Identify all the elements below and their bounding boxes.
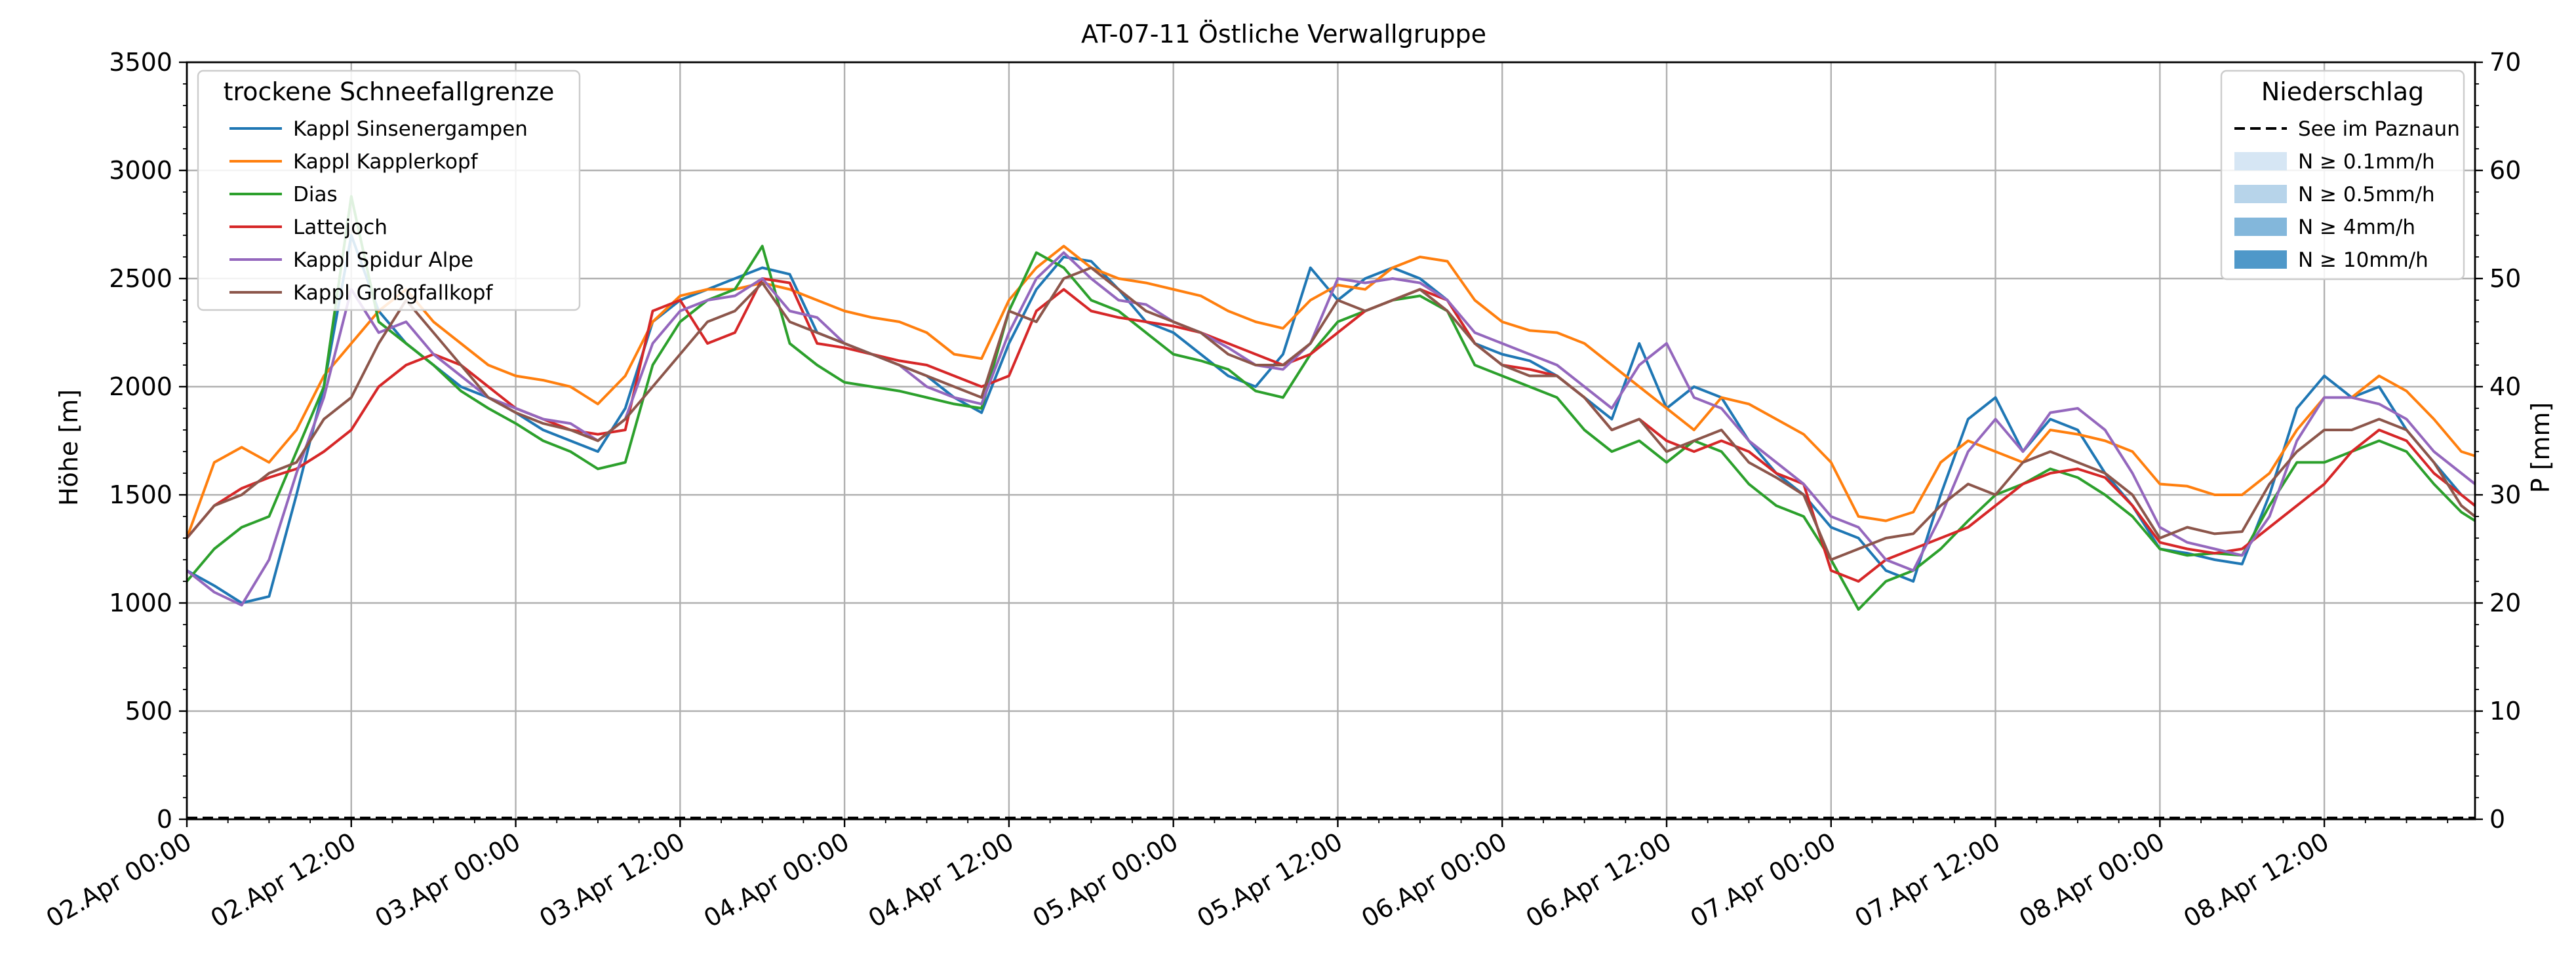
- y-tick-label-left: 2000: [109, 372, 172, 401]
- legend-precip-swatch-4: [2234, 218, 2287, 236]
- x-tick-label: 07.Apr 00:00: [1686, 827, 1841, 933]
- x-tick-label: 08.Apr 00:00: [2014, 827, 2170, 933]
- x-tick-label: 06.Apr 00:00: [1357, 827, 1512, 933]
- y-axis-label-right: P [mm]: [2526, 402, 2555, 494]
- legend-precip-label-5: N ≥ 10mm/h: [2298, 248, 2428, 272]
- series-line-3: [186, 195, 2476, 611]
- series-layer: [186, 195, 2476, 819]
- x-tick-label: 06.Apr 12:00: [1521, 827, 1676, 933]
- y-tick-label-right: 10: [2489, 697, 2521, 726]
- x-tick-label: 04.Apr 00:00: [699, 827, 854, 933]
- y-tick-label-right: 40: [2489, 372, 2521, 401]
- y-tick-label-left: 1500: [109, 480, 172, 509]
- x-tick-label: 04.Apr 12:00: [863, 827, 1019, 933]
- legend-snowline-title: trockene Schneefallgrenze: [224, 77, 555, 106]
- y-tick-label-left: 3000: [109, 156, 172, 185]
- legend-precip-swatch-5: [2234, 250, 2287, 269]
- series-line-5: [186, 251, 2476, 607]
- legend-label-6: Kappl Großgfallkopf: [293, 281, 493, 305]
- x-tick-label: 03.Apr 00:00: [370, 827, 525, 933]
- y-tick-label-left: 2500: [109, 264, 172, 293]
- legend-snowline-box: [197, 69, 581, 311]
- y-tick-label-right: 60: [2489, 156, 2521, 185]
- legend-precip-label-2: N ≥ 0.1mm/h: [2298, 150, 2435, 174]
- legend-label-3: Dias: [293, 183, 338, 206]
- y-tick-label-right: 70: [2489, 48, 2521, 77]
- y-tick-label-right: 50: [2489, 264, 2521, 293]
- legend-label-5: Kappl Spidur Alpe: [293, 248, 473, 272]
- y-tick-label-right: 20: [2489, 589, 2521, 617]
- x-tick-label: 05.Apr 00:00: [1028, 827, 1183, 933]
- legend-precip-swatch-3: [2234, 185, 2287, 203]
- legend-label-4: Lattejoch: [293, 216, 387, 239]
- series-line-4: [186, 277, 2476, 583]
- legend-precip-title: Niederschlag: [2261, 77, 2424, 106]
- chart-title: AT-07-11 Östliche Verwallgruppe: [1081, 20, 1486, 48]
- x-tick-label: 03.Apr 12:00: [534, 827, 690, 933]
- series-line-2: [186, 244, 2476, 539]
- x-tick-label: 08.Apr 12:00: [2179, 827, 2334, 933]
- legend-precip-label-4: N ≥ 4mm/h: [2298, 216, 2415, 239]
- legend-label-2: Kappl Kapplerkopf: [293, 150, 479, 174]
- series-line-6: [186, 266, 2476, 561]
- y-tick-label-right: 0: [2489, 805, 2505, 834]
- legend-precipitation: Niederschlag See im Paznaun N ≥ 0.1mm/h N ≥…: [2220, 69, 2465, 281]
- x-tick-label: 02.Apr 12:00: [206, 827, 361, 933]
- x-tick-label: 05.Apr 12:00: [1192, 827, 1347, 933]
- legend-label-1: Kappl Sinsenergampen: [293, 117, 528, 141]
- y-tick-label-left: 500: [125, 697, 172, 726]
- legend-precip-label-1: See im Paznaun: [2298, 117, 2460, 141]
- x-tick-label: 02.Apr 00:00: [41, 827, 197, 933]
- legend-precip-label-3: N ≥ 0.5mm/h: [2298, 183, 2435, 206]
- y-tick-label-left: 0: [157, 805, 172, 834]
- plot-frame: [186, 61, 2476, 821]
- y-tick-label-left: 1000: [109, 589, 172, 617]
- y-axis-label-left: Höhe [m]: [54, 389, 83, 506]
- y-tick-label-right: 30: [2489, 480, 2521, 509]
- x-tick-label: 07.Apr 12:00: [1850, 827, 2005, 933]
- y-tick-label-left: 3500: [109, 48, 172, 77]
- legend-snowline: trockene Schneefallgrenze Kappl Sinsenerg…: [197, 69, 581, 311]
- legend-precip-swatch-2: [2234, 152, 2287, 170]
